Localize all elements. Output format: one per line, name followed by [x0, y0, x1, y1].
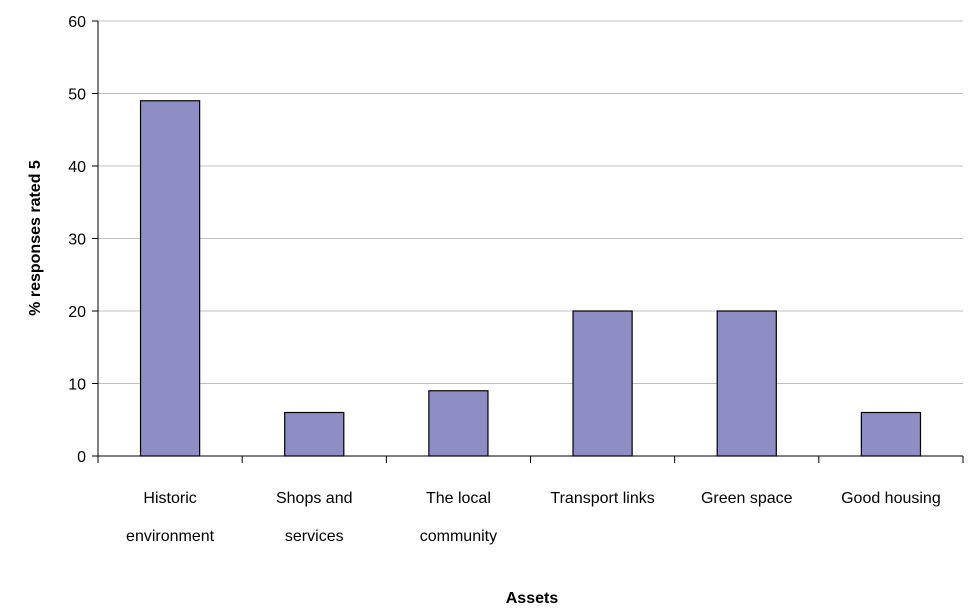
y-tick-labels: 0 10 20 30 40 50 60	[68, 14, 86, 466]
y-tick-label: 10	[68, 377, 86, 394]
bar	[284, 411, 345, 457]
bar	[572, 310, 633, 457]
y-axis-title: % responses rated 5	[27, 160, 44, 316]
bar	[139, 100, 201, 457]
x-category-label: Good housing	[841, 490, 941, 507]
x-category-label: Transport links	[550, 490, 654, 507]
x-category-label: environment	[126, 528, 215, 545]
bar	[860, 411, 922, 457]
y-tick-label: 20	[68, 304, 86, 321]
x-category-labels: Historic environment Shops and services The …	[126, 490, 941, 545]
bar	[716, 310, 777, 457]
x-axis-title: Assets	[506, 590, 559, 607]
y-tick-label: 0	[77, 449, 86, 466]
x-category-label: The local	[426, 490, 491, 507]
bars	[139, 100, 922, 457]
y-tick-label: 60	[68, 14, 86, 31]
x-category-label: Green space	[701, 490, 793, 507]
axes	[92, 20, 964, 463]
x-category-label: community	[420, 528, 497, 545]
y-tick-label: 50	[68, 87, 86, 104]
x-category-label: Shops and	[276, 490, 353, 507]
x-category-label: services	[285, 528, 344, 545]
y-tick-label: 30	[68, 232, 86, 249]
gridlines	[98, 20, 963, 384]
bar	[428, 390, 489, 457]
x-category-label: Historic	[143, 490, 196, 507]
y-tick-label: 40	[68, 159, 86, 176]
